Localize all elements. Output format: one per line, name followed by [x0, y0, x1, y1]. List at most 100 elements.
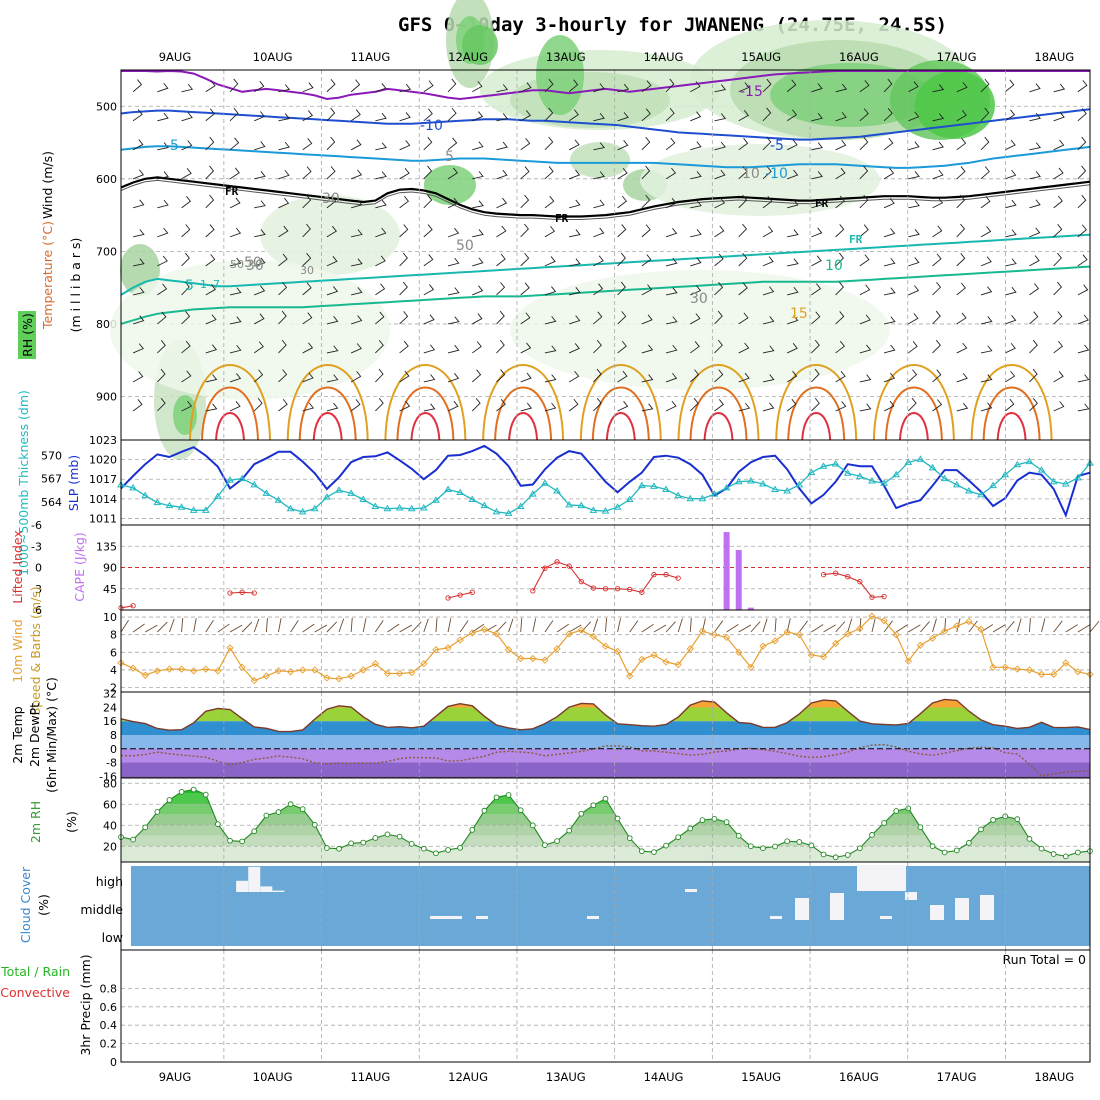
rh-tick: 20 [103, 840, 117, 853]
wind-barb [908, 369, 918, 383]
rh-point [324, 845, 330, 851]
wind-barb [847, 618, 853, 633]
wind-barb [762, 78, 772, 93]
wind-barb [908, 81, 919, 93]
wind-barb [1029, 283, 1040, 296]
isotherm-15 [482, 364, 565, 441]
thickness-point [298, 507, 307, 515]
temp-band [121, 776, 1090, 778]
temp-line [120, 698, 1091, 733]
ylabel-temperature: Temperature (°C) [40, 221, 55, 330]
wind-barb [956, 223, 966, 238]
wind-barb [1004, 621, 1015, 633]
wind-barb [132, 199, 145, 209]
wind-barb [689, 369, 700, 383]
wind-barb [738, 138, 749, 151]
wind-barb [254, 171, 266, 180]
wind-barb [1005, 169, 1017, 180]
isotherm-25 [996, 412, 1027, 441]
contour-label: 5 [185, 278, 194, 294]
cloud-block [587, 916, 599, 919]
wind-barb [253, 618, 260, 633]
wind-barb [520, 342, 532, 354]
rh-shade-area [510, 72, 670, 128]
precip-tick: 0.2 [100, 1038, 118, 1051]
rh-tick: 60 [103, 798, 117, 811]
wind-barb [665, 78, 675, 93]
thickness-point [541, 479, 549, 486]
wind-barb [278, 169, 290, 180]
rh-ylabel-1: 2m RH [28, 801, 43, 843]
wind-barb [665, 257, 678, 267]
wind-barb [665, 316, 678, 325]
wind-barb [641, 194, 651, 209]
wind-barb [350, 79, 361, 93]
wind-barb [1005, 342, 1016, 354]
wind-barb [762, 107, 772, 122]
wind-barb [932, 399, 943, 412]
wind-barb [617, 140, 629, 151]
cloud-block [830, 893, 844, 920]
cloud-tick: middle [80, 902, 123, 917]
wind-barb [302, 223, 311, 238]
wind-barb [1028, 618, 1031, 633]
wind-barb [811, 83, 823, 93]
wind-barb [302, 342, 314, 354]
thickness-point [383, 504, 392, 512]
slp-tick: 1017 [89, 473, 117, 486]
wind-speed-point [165, 665, 174, 673]
wind-barb [132, 139, 144, 151]
wind-barb [944, 618, 947, 633]
wind-barb [133, 287, 145, 296]
isotherm--5 [120, 145, 1091, 169]
rh-point [711, 815, 718, 822]
wind-barb [908, 111, 920, 122]
thickness-point [601, 507, 610, 514]
wind-barb [859, 314, 871, 325]
wind-barb [472, 141, 484, 151]
wind-barb [932, 369, 942, 383]
rh-band [121, 835, 1090, 847]
wind-barb [496, 169, 508, 180]
wind-barb [980, 286, 993, 296]
wind-speed-point [299, 666, 307, 674]
wind-barb [823, 624, 836, 633]
isotherm-15 [970, 364, 1053, 441]
wind-barb [786, 109, 798, 122]
upper-ylabel: Wind (m/s) Temperature (°C) (m i l l i b a… [40, 151, 83, 332]
wind-barb [774, 618, 777, 633]
wind-barb [423, 284, 435, 296]
date-top-label: 14AUG [644, 50, 684, 64]
wind-barb [544, 256, 556, 267]
rh-point [299, 806, 306, 812]
rh-point [590, 802, 597, 809]
wind-barb [157, 368, 166, 383]
rh-shade-area [110, 260, 390, 400]
wind-barb [1005, 286, 1017, 296]
thickness-point [650, 482, 658, 489]
lifted-index-line [120, 605, 134, 609]
thickness-point [674, 491, 683, 499]
wind-barb [883, 228, 896, 238]
wind-barb [181, 618, 184, 633]
slp-left-label: 1000~500mb Thickness (dm) [16, 390, 31, 576]
thickness-point [310, 504, 319, 512]
wind-barb [701, 618, 706, 633]
wind-barb [568, 343, 580, 354]
wind-barb [132, 399, 143, 412]
thickness-point [238, 474, 247, 482]
wind-barb [302, 402, 315, 412]
cape-label: CAPE (J/kg) [72, 532, 87, 602]
wind-barb [278, 310, 287, 325]
wind-barb [229, 624, 243, 633]
wind-barb [278, 84, 291, 93]
wind-speed-point [371, 660, 379, 668]
wind-speed-point [844, 630, 852, 638]
wind-barb [956, 82, 968, 93]
wind-barb [496, 621, 507, 633]
wind-barb [496, 197, 508, 209]
wind-barb [738, 342, 750, 354]
wind-barb [205, 254, 216, 267]
wind-barb [835, 83, 848, 93]
rh-point [614, 815, 621, 822]
